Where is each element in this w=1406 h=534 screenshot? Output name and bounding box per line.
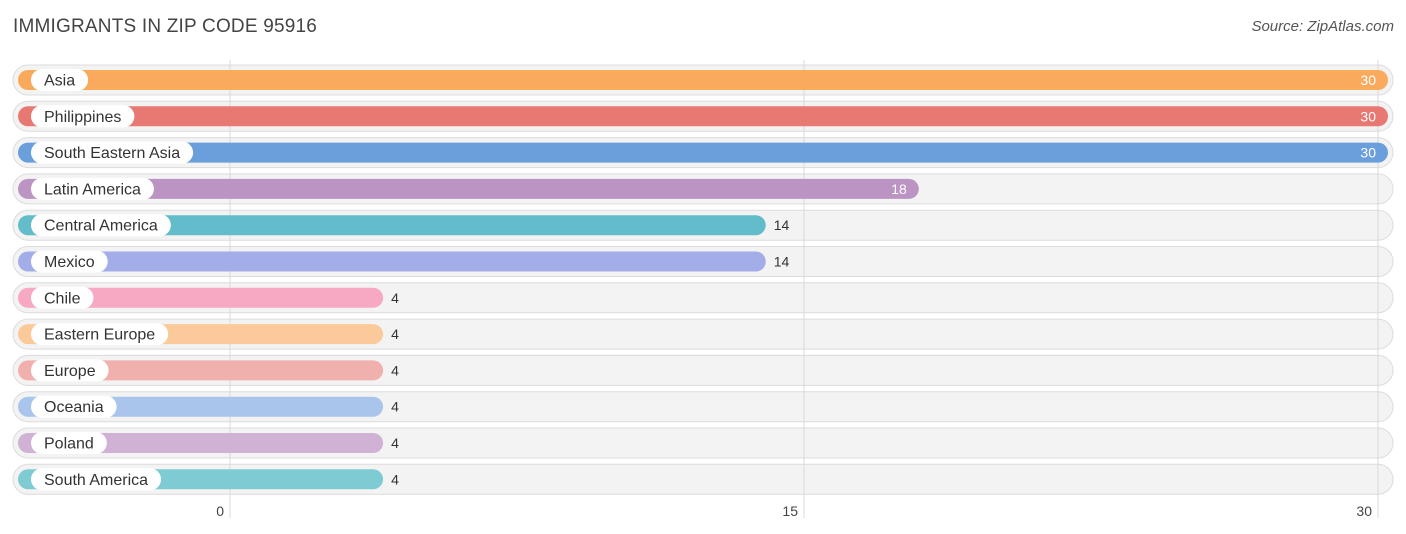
bar[interactable] [18,215,766,236]
bar-group: Mexico 14 [18,250,790,273]
row-backgrounds [12,64,1394,495]
value-label: 14 [774,217,790,233]
bar-group: Europe 4 [18,359,399,382]
category-label: Oceania [44,399,104,416]
value-label: 4 [391,471,399,487]
category-label: South Eastern Asia [44,145,180,162]
category-label: Latin America [44,181,141,198]
value-label: 14 [774,254,790,270]
bar[interactable] [18,360,384,381]
value-label: 4 [391,362,399,378]
value-label: 4 [391,326,399,342]
bar-group: Asia 30 [18,69,1388,91]
category-label: South America [44,472,148,489]
category-label: Chile [44,290,81,307]
bar-group: South America 4 [18,468,399,491]
category-label-pill [31,105,135,128]
x-tick-label: 0 [216,503,224,519]
bar[interactable] [18,106,1388,127]
category-label-pill [31,250,108,273]
bar-group: Central America 14 [18,214,790,237]
category-label-pill [31,468,162,491]
x-axis-ticks: 0 15 30 [216,503,1372,519]
bar-group: South Eastern Asia 30 [18,141,1388,164]
bar-group: Poland 4 [18,432,399,454]
bar[interactable] [18,178,919,199]
value-label: 30 [1360,145,1376,161]
bar[interactable] [18,433,384,453]
category-label: Philippines [44,109,121,126]
x-tick-label: 30 [1356,503,1372,519]
category-label-pill [31,69,89,91]
bar[interactable] [18,251,766,272]
category-label-pill [31,432,107,454]
category-label: Eastern Europe [44,327,155,344]
category-label-pill [31,286,94,309]
value-label: 30 [1360,108,1376,124]
x-tick-label: 15 [782,503,798,519]
bar[interactable] [18,142,1388,163]
bars: Asia 30 Philippines 30 South Eastern Asia 30 L… [18,69,1388,491]
source-label: Source: ZipAtlas.com [1251,18,1394,35]
bar[interactable] [18,70,1388,90]
category-label-pill [31,395,117,418]
bar-group: Oceania 4 [18,395,399,418]
value-label: 18 [891,181,907,197]
category-label: Europe [44,363,96,380]
bar-group: Eastern Europe 4 [18,323,399,346]
value-label: 4 [391,290,399,306]
category-label-pill [31,214,171,237]
bar[interactable] [18,287,384,308]
category-label: Central America [44,218,158,235]
category-label: Poland [44,436,94,453]
value-label: 4 [391,435,399,451]
category-label: Asia [44,73,75,90]
bar-group: Latin America 18 [18,177,919,200]
bar-group: Chile 4 [18,286,399,309]
category-label-pill [31,323,169,346]
category-label-pill [31,359,109,382]
bar-group: Philippines 30 [18,105,1388,128]
chart-title: IMMIGRANTS IN ZIP CODE 95916 [13,16,318,37]
category-label: Mexico [44,254,95,271]
category-label-pill [31,141,194,164]
category-label-pill [31,177,154,200]
value-label: 4 [391,399,399,415]
value-label: 30 [1360,72,1376,88]
